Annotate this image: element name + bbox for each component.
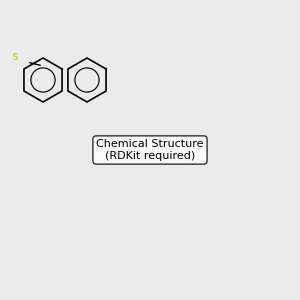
Text: S: S <box>13 53 17 62</box>
Text: Chemical Structure
(RDKit required): Chemical Structure (RDKit required) <box>96 139 204 161</box>
Text: S: S <box>13 53 17 62</box>
